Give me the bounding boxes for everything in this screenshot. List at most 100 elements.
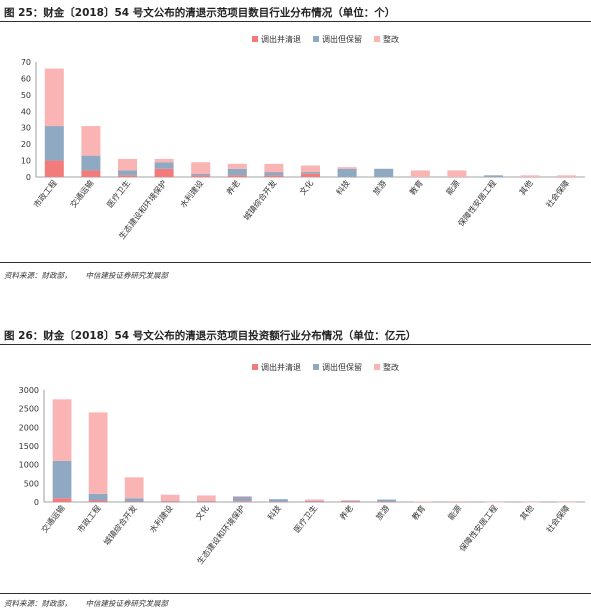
bar-segment <box>44 126 64 161</box>
x-tick-label: 水利建设 <box>147 503 175 534</box>
bar-segment <box>413 501 433 503</box>
bar-segment <box>227 163 247 169</box>
bar-segment <box>191 173 211 176</box>
bar-segment <box>337 167 357 169</box>
bar-segment <box>377 499 397 502</box>
source-org: 中信建投证券研究发展部 <box>85 599 169 608</box>
bar-segment <box>341 501 360 503</box>
bottom-rule <box>0 262 591 263</box>
bar-segment <box>88 412 108 494</box>
y-tick-label: 2000 <box>19 423 39 432</box>
legend-item: 整改 <box>374 362 399 372</box>
legend-item: 整改 <box>374 34 399 44</box>
x-tick-label: 教育 <box>407 178 425 197</box>
legend-item: 调出但保留 <box>313 34 362 44</box>
bar-segment <box>483 175 504 177</box>
figure-title: 图 25：财金〔2018〕54 号文公布的清退示范项目数目行业分布情况（单位：个… <box>4 7 396 19</box>
x-tick-label: 社会保障 <box>544 503 572 534</box>
bar-segment <box>81 155 101 171</box>
legend-swatch <box>313 36 319 42</box>
legend-swatch <box>313 364 319 370</box>
bar-segment <box>269 501 288 503</box>
legend-swatch <box>252 364 258 370</box>
y-tick-label: 500 <box>24 479 39 488</box>
bar-segment <box>520 175 540 177</box>
bar-segment <box>124 501 144 503</box>
source-note: 资料来源：财政部， 中信建投证券研究发展部 <box>4 598 168 609</box>
bar-segment <box>160 501 180 503</box>
bar-segment <box>300 173 321 177</box>
y-tick-label: 10 <box>21 157 31 166</box>
bar-segment <box>88 493 108 501</box>
y-tick-label: 2500 <box>19 405 39 414</box>
bar-segment <box>269 499 288 502</box>
x-tick-label: 科技 <box>265 503 283 522</box>
bar-segment <box>160 501 180 502</box>
x-tick-label: 水利建设 <box>178 178 206 209</box>
legend-swatch <box>374 364 380 370</box>
bar-segment <box>227 168 247 176</box>
x-tick-label: 文化 <box>193 503 211 522</box>
x-tick-label: 能源 <box>444 178 462 197</box>
bar-segment <box>160 494 180 502</box>
bar-segment <box>337 168 357 177</box>
bar-segment <box>410 170 430 177</box>
legend-label: 调出但保留 <box>322 362 362 372</box>
x-tick-label: 医疗卫生 <box>291 503 319 534</box>
x-tick-label: 文化 <box>297 178 315 197</box>
bar-segment <box>88 500 108 502</box>
x-tick-label: 保障性安居工程 <box>457 503 499 553</box>
legend-label: 调出但保留 <box>322 34 362 44</box>
x-tick-label: 教育 <box>410 503 428 522</box>
bar-segment <box>154 168 174 177</box>
x-tick-label: 城镇综合开发 <box>241 178 278 222</box>
bar-segment <box>52 460 72 499</box>
x-tick-label: 城镇综合开发 <box>101 503 138 547</box>
bar-segment <box>521 501 541 503</box>
y-tick-label: 0 <box>34 498 39 507</box>
bar-segment <box>341 500 360 502</box>
bar-segment <box>557 175 577 177</box>
bar-segment <box>52 498 72 502</box>
legend-item: 调出但保留 <box>313 362 362 372</box>
bar-segment <box>196 501 216 502</box>
bar-segment <box>264 163 284 173</box>
x-tick-label: 其他 <box>518 503 536 522</box>
bar-segment <box>449 501 469 502</box>
bar-segment <box>44 68 64 127</box>
x-tick-label: 其他 <box>517 178 535 197</box>
x-tick-label: 保障性安居工程 <box>456 178 498 228</box>
title-rule <box>0 21 591 22</box>
bar-segment <box>191 162 211 174</box>
bar-segment <box>557 501 577 503</box>
bar-segment <box>191 175 211 177</box>
x-tick-label: 养老 <box>337 503 355 522</box>
x-tick-label: 科技 <box>334 178 352 197</box>
bar-segment <box>117 170 138 176</box>
title-rule <box>0 344 591 345</box>
x-tick-label: 社会保障 <box>544 178 572 209</box>
legend-label: 调出并清退 <box>261 362 301 372</box>
bar-segment <box>485 501 505 503</box>
x-tick-label: 市政工程 <box>75 503 103 534</box>
x-tick-label: 交通运输 <box>68 178 96 209</box>
bar-segment <box>447 170 467 177</box>
bar-segment <box>154 158 174 163</box>
bar-segment <box>117 158 138 171</box>
y-tick-label: 1500 <box>19 442 39 451</box>
legend-item: 调出并清退 <box>252 362 301 372</box>
x-tick-label: 医疗卫生 <box>104 178 132 209</box>
bar-segment <box>52 399 72 461</box>
source-org: 中信建投证券研究发展部 <box>85 271 169 280</box>
bar-segment <box>227 175 247 177</box>
bar-segment <box>196 495 216 502</box>
x-tick-label: 养老 <box>224 178 242 197</box>
bar-segment <box>264 172 284 176</box>
source-note: 资料来源：财政部， 中信建投证券研究发展部 <box>4 270 168 281</box>
figure-title: 图 26：财金〔2018〕54 号文公布的清退示范项目投资额行业分布情况（单位：… <box>4 330 417 342</box>
source-label: 资料来源：财政部， <box>4 271 72 280</box>
chart-investment: 调出并清退 调出但保留 整改 0 500 1000 1500 2000 2500 3000 交通运输… <box>19 362 585 566</box>
bar-segment <box>81 126 101 156</box>
bar-segment <box>124 498 144 502</box>
